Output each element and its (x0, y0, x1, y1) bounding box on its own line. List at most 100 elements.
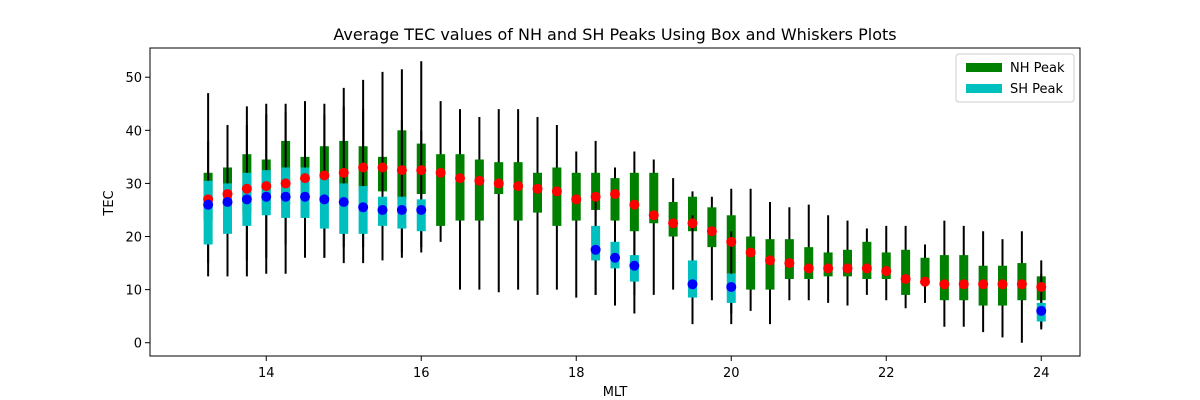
sh-box-12 (591, 225, 601, 261)
nh-mean-marker-23 (648, 210, 659, 221)
nh-mean-marker-18 (551, 186, 562, 197)
sh-mean-marker-6 (319, 194, 330, 205)
sh-mean-marker-11 (416, 204, 427, 215)
y-tick-label-5: 50 (125, 71, 142, 86)
nh-mean-marker-42 (1016, 279, 1027, 290)
nh-mean-marker-21 (610, 189, 620, 200)
nh-box-18 (552, 167, 562, 226)
x-tick-label-4: 22 (878, 366, 895, 381)
nh-mean-marker-37 (920, 276, 930, 287)
sh-mean-marker-10 (396, 204, 407, 215)
nh-mean-marker-40 (978, 279, 989, 290)
nh-mean-marker-34 (861, 263, 872, 274)
nh-box-28 (746, 236, 756, 290)
nh-mean-marker-8 (358, 162, 369, 173)
sh-mean-marker-4 (280, 191, 291, 202)
sh-mean-marker-13 (610, 252, 620, 263)
nh-box-23 (649, 172, 659, 224)
nh-mean-marker-14 (474, 175, 485, 186)
x-tick-label-5: 24 (1033, 366, 1050, 381)
nh-mean-marker-41 (997, 279, 1008, 290)
nh-mean-marker-24 (668, 218, 679, 229)
sh-mean-marker-7 (338, 197, 349, 207)
nh-mean-marker-7 (338, 167, 349, 178)
x-tick-label-2: 18 (568, 366, 585, 381)
sh-mean-marker-12 (590, 244, 601, 255)
nh-mean-marker-12 (435, 167, 446, 178)
axes-frame (149, 47, 1081, 357)
nh-box-14 (474, 159, 484, 221)
nh-mean-marker-9 (377, 162, 388, 173)
legend-label-sh: SH Peak (1010, 82, 1064, 97)
sh-mean-marker-3 (261, 191, 272, 202)
nh-box-16 (513, 162, 523, 221)
nh-mean-marker-26 (706, 226, 717, 237)
nh-box-37 (920, 257, 930, 285)
sh-mean-marker-1 (222, 197, 233, 207)
nh-mean-marker-30 (784, 258, 795, 269)
chart-title: Average TEC values of NH and SH Peaks Us… (333, 25, 896, 44)
y-tick-label-3: 30 (125, 177, 142, 192)
legend-label-nh: NH Peak (1010, 61, 1065, 76)
sh-mean-marker-8 (358, 202, 369, 213)
sh-mean-marker-17 (1036, 305, 1047, 316)
x-axis-label: MLT (603, 385, 628, 400)
sh-mean-marker-16 (726, 281, 737, 292)
nh-mean-marker-1 (222, 189, 233, 200)
nh-mean-marker-35 (881, 266, 892, 277)
sh-mean-marker-14 (629, 260, 640, 271)
y-tick-label-0: 0 (134, 337, 142, 352)
nh-box-15 (494, 162, 504, 195)
nh-mean-marker-39 (958, 279, 969, 290)
nh-mean-marker-27 (726, 236, 737, 247)
nh-mean-marker-36 (900, 274, 911, 284)
x-tick-label-3: 20 (723, 366, 740, 381)
nh-mean-marker-2 (241, 183, 252, 194)
nh-mean-marker-16 (513, 181, 524, 192)
nh-box-33 (843, 249, 852, 277)
nh-box-34 (862, 241, 872, 279)
nh-box-35 (881, 252, 891, 279)
nh-box-20 (591, 172, 601, 210)
nh-mean-marker-19 (571, 194, 582, 205)
sh-box-1 (223, 183, 232, 234)
nh-mean-marker-33 (842, 263, 853, 274)
x-tick-label-1: 16 (413, 366, 430, 381)
axes: 14 16 18 20 22 24 0 10 20 30 40 50 (125, 47, 1081, 381)
nh-box-39 (959, 255, 969, 301)
nh-mean-marker-29 (765, 255, 775, 266)
nh-mean-marker-22 (629, 199, 640, 210)
nh-box-36 (901, 249, 911, 295)
legend-swatch-sh (966, 84, 1002, 93)
legend-swatch-nh (966, 63, 1002, 72)
nh-mean-marker-28 (745, 247, 756, 258)
nh-mean-marker-5 (300, 173, 310, 184)
nh-mean-marker-25 (687, 218, 698, 229)
nh-mean-marker-31 (803, 263, 814, 274)
sh-mean-marker-2 (241, 194, 252, 205)
sh-mean-marker-5 (300, 191, 310, 202)
nh-mean-marker-17 (532, 183, 543, 194)
sh-mean-marker-15 (687, 279, 698, 290)
nh-box-31 (804, 247, 814, 279)
nh-mean-marker-6 (319, 170, 330, 181)
nh-mean-marker-10 (396, 165, 407, 176)
nh-mean-marker-43 (1036, 281, 1047, 292)
nh-box-12 (436, 154, 446, 226)
nh-mean-marker-4 (280, 178, 291, 189)
sh-box-0 (203, 180, 213, 245)
nh-mean-marker-3 (261, 181, 272, 192)
nh-mean-marker-11 (416, 165, 427, 176)
nh-mean-marker-13 (455, 173, 465, 184)
y-tick-label-2: 20 (125, 231, 142, 246)
legend: NH Peak SH Peak (955, 53, 1075, 103)
y-tick-label-1: 10 (125, 284, 142, 299)
y-tick-label-4: 40 (125, 124, 142, 139)
nh-mean-marker-20 (590, 191, 601, 202)
nh-box-38 (939, 255, 949, 301)
nh-box-13 (455, 154, 465, 221)
y-axis-label: TEC (102, 190, 117, 216)
sh-box-7 (339, 183, 349, 234)
nh-mean-marker-38 (939, 279, 950, 290)
